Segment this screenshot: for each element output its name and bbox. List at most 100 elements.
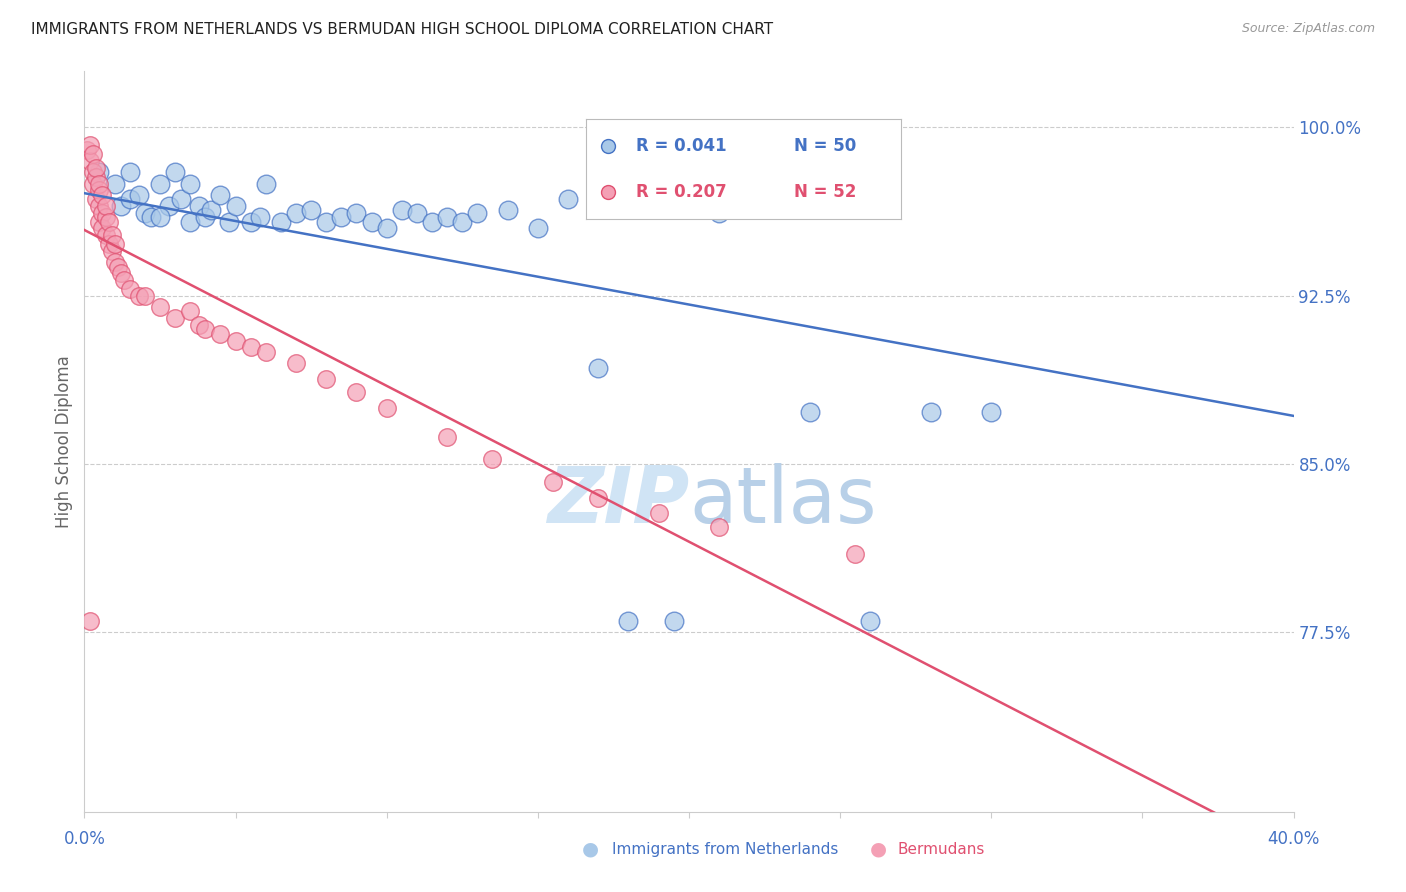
Point (467, 205, 489, 219)
Point (225, 199, 247, 213)
Point (451, 215, 474, 229)
Point (89, 183, 111, 197)
Text: ●: ● (870, 839, 887, 859)
Point (82, 165, 104, 179)
Point (496, 203, 519, 218)
Point (527, 221, 550, 235)
Point (89, 199, 111, 213)
Point (980, 405, 1002, 419)
Point (285, 356, 308, 370)
Point (406, 205, 429, 219)
Point (617, 614, 640, 628)
Point (100, 228, 122, 243)
Point (330, 210, 353, 224)
Point (82, 147, 104, 161)
Text: IMMIGRANTS FROM NETHERLANDS VS BERMUDAN HIGH SCHOOL DIPLOMA CORRELATION CHART: IMMIGRANTS FROM NETHERLANDS VS BERMUDAN … (31, 22, 773, 37)
Point (104, 255, 127, 269)
Point (110, 199, 132, 213)
Point (420, 215, 443, 229)
Point (118, 192, 141, 206)
Text: Source: ZipAtlas.com: Source: ZipAtlas.com (1241, 22, 1375, 36)
Point (194, 322, 217, 336)
Point (79, 154, 101, 169)
Point (82, 177, 104, 191)
Point (799, 405, 821, 419)
Point (112, 273, 135, 287)
Point (588, 491, 610, 505)
Point (200, 203, 222, 218)
Point (391, 203, 413, 218)
Point (239, 215, 262, 229)
Point (79, 614, 101, 628)
Text: Bermudans: Bermudans (897, 842, 984, 856)
Point (209, 326, 232, 341)
Point (149, 300, 172, 314)
Point (89, 215, 111, 229)
Point (165, 165, 187, 179)
Point (97, 237, 120, 252)
Point (89, 177, 111, 191)
Y-axis label: High School Diploma: High School Diploma (55, 355, 73, 528)
Point (104, 177, 127, 191)
Point (118, 165, 141, 179)
Point (346, 385, 368, 400)
Point (239, 340, 262, 354)
Point (94, 210, 117, 224)
Text: Immigrants from Netherlands: Immigrants from Netherlands (612, 842, 838, 856)
Point (709, 520, 731, 534)
Point (557, 192, 579, 206)
Point (375, 221, 398, 235)
Point (662, 614, 685, 628)
Point (844, 547, 866, 561)
Point (97, 215, 120, 229)
Point (94, 199, 117, 213)
Text: ●: ● (582, 839, 599, 859)
Point (859, 614, 882, 628)
Point (104, 237, 127, 252)
Point (270, 215, 292, 229)
Point (118, 282, 141, 296)
Point (225, 334, 247, 348)
Point (107, 260, 129, 274)
Point (218, 215, 240, 229)
Point (86, 169, 108, 184)
Point (100, 244, 122, 258)
Point (360, 215, 382, 229)
Point (86, 161, 108, 175)
Point (541, 475, 564, 489)
Point (299, 203, 322, 218)
Point (94, 228, 117, 243)
Point (194, 210, 217, 224)
Point (249, 210, 271, 224)
Point (648, 506, 671, 520)
Point (346, 205, 368, 219)
Point (128, 289, 150, 303)
Point (91, 187, 114, 202)
Point (436, 430, 458, 444)
Point (254, 344, 277, 359)
Point (254, 177, 277, 191)
Point (920, 405, 942, 419)
Point (375, 401, 398, 415)
Point (315, 215, 337, 229)
Point (157, 199, 180, 213)
Point (209, 187, 232, 202)
Point (134, 289, 156, 303)
Point (188, 199, 211, 213)
Text: ZIP: ZIP (547, 463, 689, 539)
Point (86, 192, 108, 206)
Point (188, 318, 211, 332)
Point (179, 177, 201, 191)
Point (315, 372, 337, 386)
Point (76, 143, 98, 157)
Point (139, 210, 162, 224)
Point (436, 210, 458, 224)
Text: atlas: atlas (689, 463, 876, 539)
Point (79, 138, 101, 153)
Point (128, 187, 150, 202)
Point (134, 205, 156, 219)
Point (149, 177, 172, 191)
Point (91, 221, 114, 235)
Point (588, 360, 610, 375)
Point (179, 215, 201, 229)
